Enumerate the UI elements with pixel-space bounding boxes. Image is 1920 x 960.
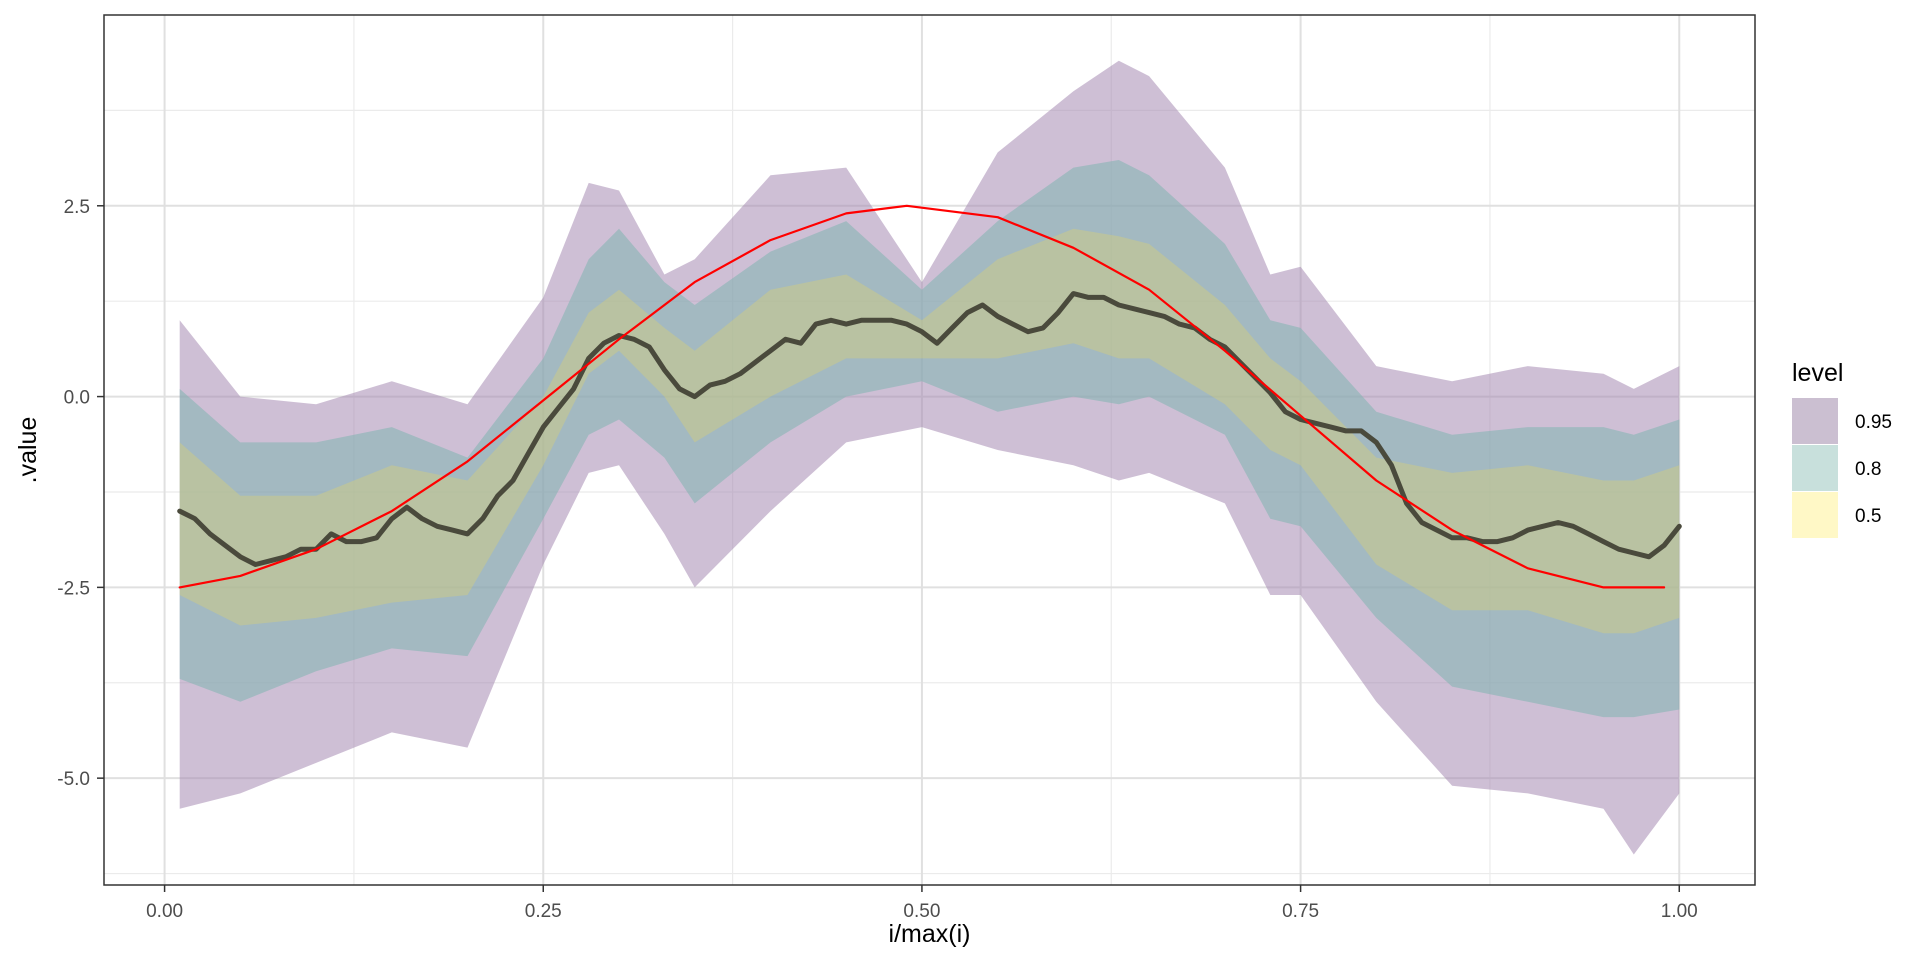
band-0.8	[179, 160, 1680, 718]
legend-label: 0.95	[1855, 412, 1892, 433]
band-0.5	[179, 228, 1680, 634]
x-tick-label: 1.00	[1661, 901, 1698, 922]
legend-key-0.8	[1792, 445, 1838, 491]
x-tick-label: 0.50	[903, 901, 940, 922]
series-line-true-function	[178, 204, 1666, 589]
legend: level 0.95 0.8 0.5	[1792, 359, 1892, 538]
legend-label: 0.8	[1855, 459, 1881, 480]
series-line-median	[177, 291, 1682, 567]
legend-key-0.5	[1792, 492, 1838, 538]
legend-label: 0.5	[1855, 506, 1881, 527]
y-tick-label: -2.5	[57, 578, 90, 599]
legend-key-0.95	[1792, 398, 1838, 444]
y-axis: -5.0 -2.5 0.0 2.5	[57, 197, 104, 790]
x-axis: 0.00 0.25 0.50 0.75 1.00	[146, 885, 1698, 922]
y-tick-label: -5.0	[57, 769, 90, 790]
x-tick-label: 0.75	[1282, 901, 1319, 922]
x-tick-label: 0.25	[525, 901, 562, 922]
y-tick-label: 0.0	[64, 388, 90, 409]
series-lines	[177, 204, 1682, 589]
y-tick-label: 2.5	[64, 197, 90, 218]
y-axis-title: .value	[14, 417, 42, 484]
legend-title: level	[1792, 359, 1843, 387]
x-axis-title: i/max(i)	[889, 920, 971, 948]
interval-bands	[179, 60, 1680, 855]
panel-border	[103, 14, 1756, 886]
x-tick-label: 0.00	[146, 901, 183, 922]
